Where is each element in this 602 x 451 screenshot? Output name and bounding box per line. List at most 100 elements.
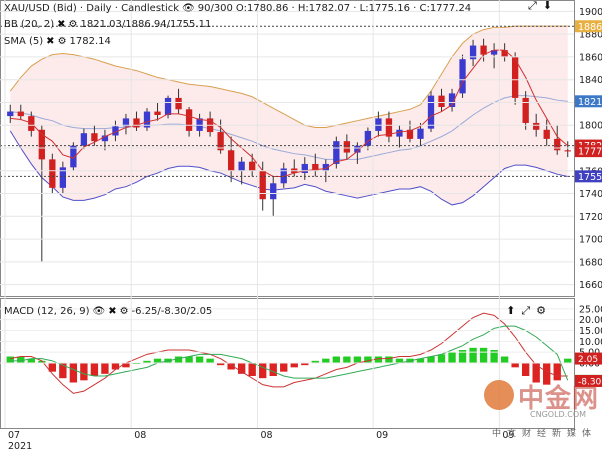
candle (59, 167, 67, 188)
candle (543, 129, 550, 139)
candle (490, 50, 498, 55)
macd-bar (111, 363, 120, 370)
macd-bar (59, 363, 67, 379)
price-panel (0, 25, 574, 262)
bb-lower-line (9, 130, 568, 206)
macd-tools: ⬆ ⤢ ⚙ (506, 304, 546, 318)
candle (375, 118, 382, 131)
x-tick-label: 08 (134, 430, 146, 441)
bb-mid-line (10, 95, 568, 160)
candle (101, 135, 109, 142)
candle (333, 141, 340, 164)
candle (396, 129, 403, 137)
macd-bar (343, 356, 351, 363)
watermark-sub: CNGOLD.COM (530, 410, 587, 419)
macd-line (10, 312, 568, 394)
macd-y-tick-label: 25.00 (579, 304, 602, 315)
candle (185, 109, 193, 131)
macd-bar (500, 356, 509, 363)
candle (301, 163, 308, 174)
macd-bar (395, 358, 404, 363)
close-icon[interactable]: ✖ (108, 305, 117, 317)
expand-icon[interactable]: ⤢ (527, 0, 537, 12)
x-tick-label: 09 (502, 430, 514, 441)
y-tick-label: 1680 (579, 257, 602, 268)
y-tick-label: 1880 (579, 30, 602, 41)
candle (322, 163, 329, 171)
macd-bar (269, 363, 277, 376)
macd-bar (290, 363, 298, 368)
y-tick-label: 1660 (579, 280, 602, 291)
macd-bar (101, 363, 109, 374)
macd-bar (564, 358, 572, 363)
macd-y-tick-label: 20.00 (579, 315, 602, 326)
macd-bar (185, 356, 193, 363)
arrow-down-icon[interactable]: ⬇ (542, 0, 552, 12)
macd-bar (437, 354, 446, 363)
watermark-brand: 中金网 (518, 384, 600, 414)
macd-label: MACD (12, 26, 9) (4, 305, 90, 317)
x-tick-sublabel: 2021 (8, 441, 32, 451)
candle (196, 118, 203, 131)
macd-bar (521, 363, 530, 376)
signal-line (10, 325, 569, 381)
y-tick-label: 1700 (579, 235, 602, 246)
macd-bar (6, 356, 14, 363)
price-tag-label: 1777 (578, 147, 602, 158)
gear-icon[interactable]: ⚙ (57, 35, 67, 47)
macd-bar (38, 360, 46, 363)
macd-bar (490, 350, 498, 363)
macd-bar (469, 347, 477, 363)
macd-bar (174, 356, 183, 363)
macd-bar (122, 363, 130, 368)
macd-bar (479, 347, 488, 363)
candle (343, 141, 351, 153)
macd-bar (195, 356, 204, 363)
x-tick-label: 09 (376, 430, 388, 441)
y-tick-label: 1900 (579, 7, 602, 18)
macd-bar (27, 358, 35, 363)
macd-panel (0, 312, 574, 394)
bb-header: BB (20, 2) ✖ ⚙ 1821.03/1886.94/1755.11 (4, 17, 211, 31)
gear-icon[interactable]: ⚙ (119, 305, 129, 317)
close-icon[interactable]: ✖ (57, 18, 66, 30)
macd-bar (427, 356, 435, 363)
eye-icon[interactable]: 👁 (92, 305, 106, 317)
sma-value: 1782.14 (69, 35, 111, 47)
main-header: XAU/USD (Bid) · Daily · Candlestick 👁 90… (4, 1, 471, 15)
candle (564, 150, 571, 152)
x-tick-label: 07 (8, 430, 20, 441)
y-tick-label: 1720 (579, 212, 602, 223)
candle (238, 161, 245, 171)
eye-icon[interactable]: 👁 (182, 2, 195, 14)
macd-value-tag-label: -8.30 (578, 377, 602, 387)
candle (385, 118, 393, 137)
macd-bar (80, 363, 88, 381)
candle (312, 163, 319, 171)
candle (280, 168, 287, 184)
macd-bar (322, 358, 330, 363)
macd-bar (532, 363, 540, 383)
gear-icon[interactable]: ⚙ (536, 304, 546, 317)
arrow-up-icon[interactable]: ⬆ (506, 304, 516, 317)
y-tick-label: 1860 (579, 52, 602, 63)
macd-bar (153, 358, 162, 363)
expand-icon[interactable]: ⤢ (521, 304, 531, 317)
macd-bar (448, 352, 456, 363)
bb-upper-line (9, 25, 568, 129)
macd-bar (458, 350, 467, 363)
macd-bar (416, 358, 425, 363)
main-tools: ⤢ ⬇ (528, 0, 552, 13)
price-tag (575, 95, 602, 108)
candle (217, 132, 224, 151)
range-label: 90/300 (197, 2, 233, 14)
candle (133, 118, 140, 128)
candle (406, 129, 414, 139)
close-icon[interactable]: ✖ (46, 35, 55, 47)
gear-icon[interactable]: ⚙ (68, 18, 78, 30)
macd-bar (227, 363, 235, 370)
candle (112, 126, 119, 136)
logo-icon (484, 380, 514, 410)
candle (480, 45, 487, 55)
